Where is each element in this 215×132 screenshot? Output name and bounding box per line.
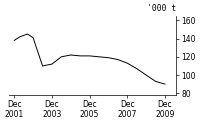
Text: '000 t: '000 t [147, 4, 176, 13]
